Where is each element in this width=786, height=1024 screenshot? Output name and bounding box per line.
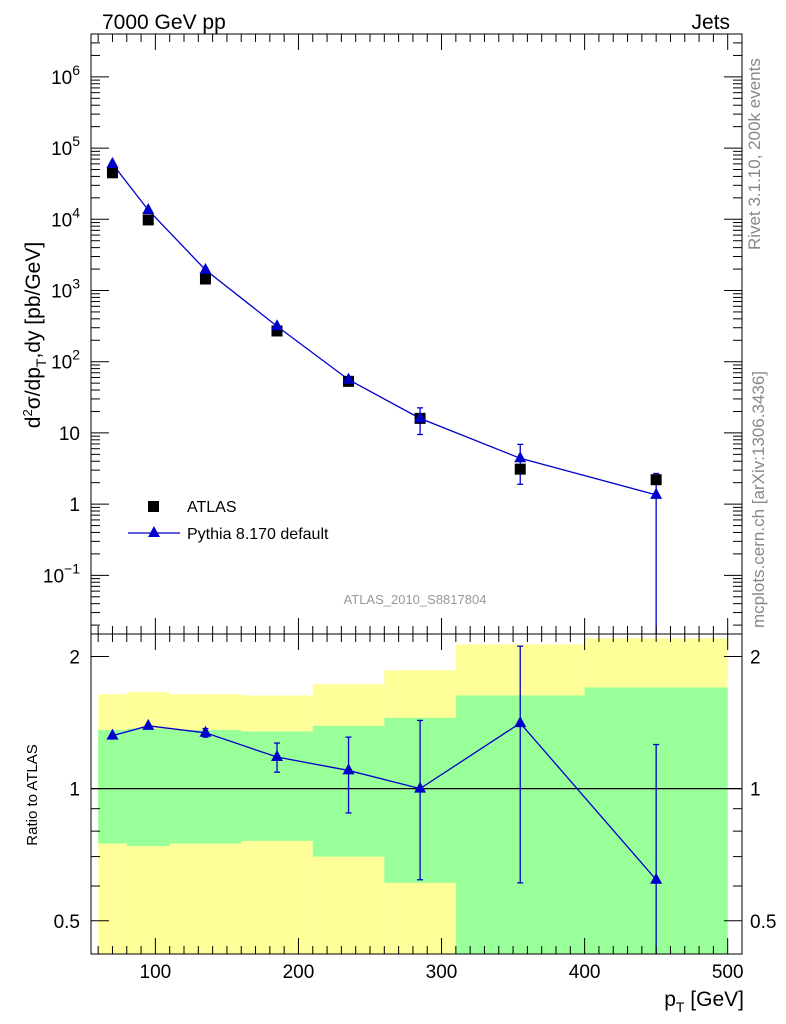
ratio-y-axis-label: Ratio to ATLAS xyxy=(24,744,41,845)
svg-text:pT [GeV]: pT [GeV] xyxy=(664,988,744,1015)
uncertainty-band-inner xyxy=(169,729,242,844)
atlas-data-point xyxy=(142,214,154,226)
y-tick-label: 10 xyxy=(59,424,80,445)
legend-pythia-marker xyxy=(148,526,160,537)
y-tick-label: 1 xyxy=(69,495,80,516)
y-tick-label: 105 xyxy=(51,133,80,160)
ratio-point xyxy=(414,781,427,793)
mc-point xyxy=(106,156,119,168)
x-tick-label: 200 xyxy=(283,962,315,983)
ratio-point xyxy=(271,750,283,762)
mc-point xyxy=(650,487,663,499)
y-tick-label: 106 xyxy=(51,62,80,89)
mc-point xyxy=(142,203,155,215)
analysis-id: ATLAS_2010_S8817804 xyxy=(344,592,487,607)
ratio-point xyxy=(199,725,212,737)
x-axis-label: pT [GeV] xyxy=(664,988,744,1015)
uncertainty-band-inner xyxy=(126,728,170,847)
y-tick-label: 10−1 xyxy=(43,560,80,587)
ratio-curve xyxy=(112,722,657,881)
ratio-point xyxy=(142,718,155,730)
atlas-data-point xyxy=(271,325,283,337)
svg-text:d2σ/dpT,dy [pb/GeV]: d2σ/dpT,dy [pb/GeV] xyxy=(20,242,49,428)
ratio-point xyxy=(650,872,663,884)
rivet-label: Rivet 3.1.10, 200k events xyxy=(745,58,764,250)
mc-curve xyxy=(111,163,657,496)
y-tick-label: 103 xyxy=(51,275,80,302)
x-tick-label: 100 xyxy=(140,962,172,983)
legend-atlas-marker xyxy=(148,501,159,512)
ratio-point xyxy=(342,763,355,775)
y-tick-label: 102 xyxy=(51,347,80,374)
y-tick-label: 104 xyxy=(51,204,80,231)
x-tick-label: 400 xyxy=(569,962,601,983)
mc-point xyxy=(414,411,427,423)
main-plot-panel: ATLAS_2010_S8817804 10−1 1 10 102 103 104 105 1… xyxy=(20,33,743,635)
ratio-plot-panel: 0.5 0.5 1 1 2 2 Ratio to ATLAS xyxy=(24,633,776,955)
uncertainty-band-inner xyxy=(98,729,127,844)
main-plot-frame xyxy=(90,33,743,635)
ratio-y-tick-label-right: 0.5 xyxy=(750,912,776,933)
mc-point xyxy=(342,372,355,384)
atlas-data-point xyxy=(199,273,211,285)
ratio-point xyxy=(514,716,527,728)
ratio-point xyxy=(106,728,119,740)
ratio-y-tick-label-right: 1 xyxy=(750,780,761,801)
collision-label: 7000 GeV pp xyxy=(102,11,226,34)
mc-point xyxy=(514,451,527,463)
legend-pythia-label: Pythia 8.170 default xyxy=(187,526,329,543)
atlas-data-point xyxy=(514,463,526,475)
x-tick-label: 500 xyxy=(712,962,744,983)
ratio-plot-frame xyxy=(90,633,743,955)
process-label: Jets xyxy=(691,11,730,34)
x-axis-ticks xyxy=(97,34,729,954)
atlas-data-point xyxy=(650,474,662,486)
mc-point xyxy=(271,319,283,331)
legend: ATLAS Pythia 8.170 default xyxy=(128,499,329,543)
ratio-y-tick-label: 0.5 xyxy=(54,912,80,933)
main-y-axis-label: d2σ/dpT,dy [pb/GeV] xyxy=(20,242,49,428)
ratio-y-tick-label-right: 2 xyxy=(750,647,761,668)
ratio-y-tick-label: 1 xyxy=(69,780,80,801)
x-tick-label: 300 xyxy=(426,962,458,983)
mcplots-label: mcplots.cern.ch [arXiv:1306.3436] xyxy=(749,371,768,628)
legend-atlas-label: ATLAS xyxy=(187,499,237,516)
mc-point xyxy=(199,262,212,274)
ratio-y-tick-label: 2 xyxy=(69,647,80,668)
atlas-data-point xyxy=(106,167,118,179)
